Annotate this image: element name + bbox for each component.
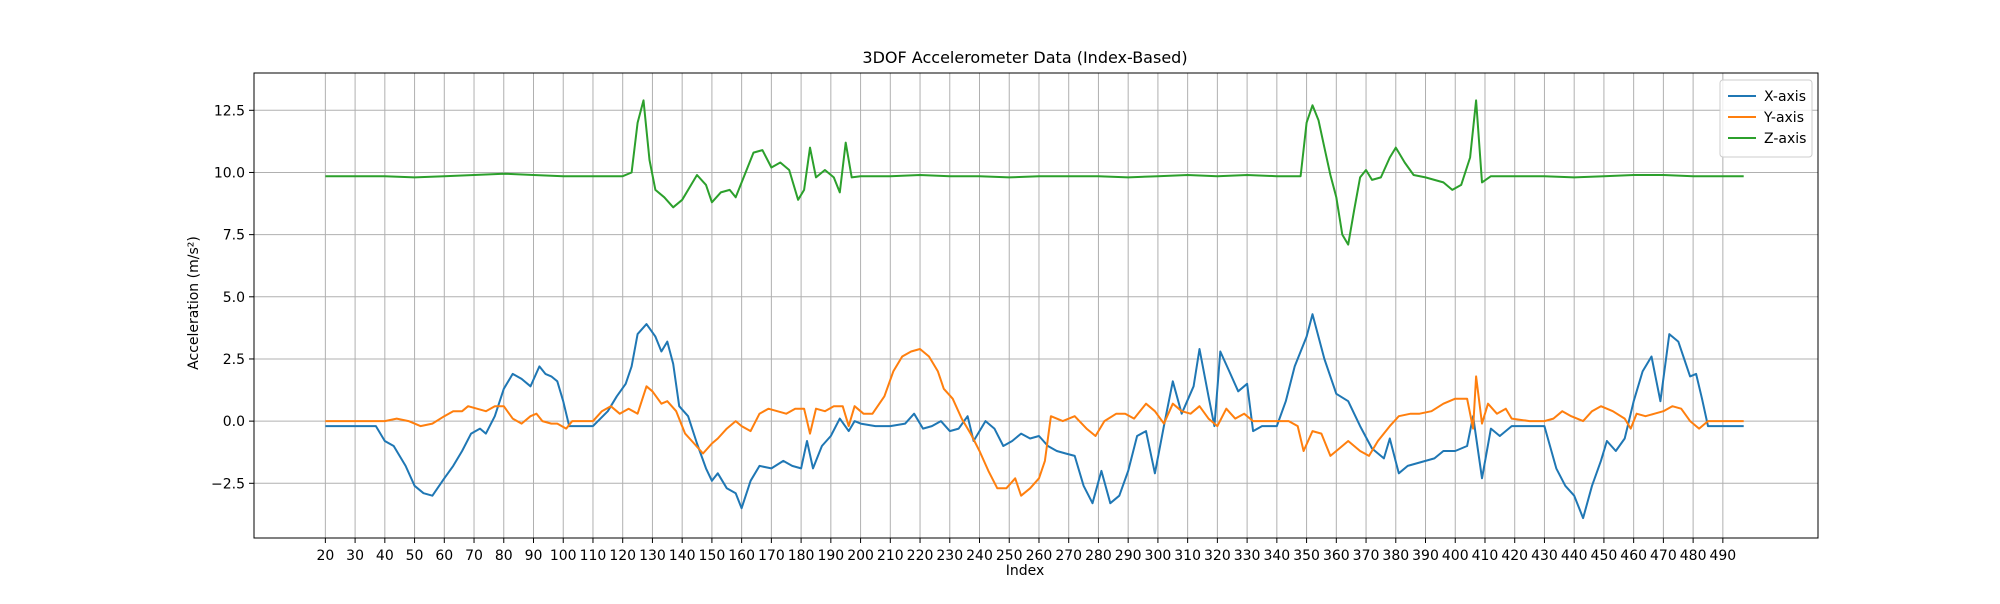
x-tick-labels: 20 30 40 50 60 70 80 90 100 110 120 130 140 150 160 170… bbox=[316, 548, 1736, 564]
y-axis-label: Acceleration (m/s²) bbox=[186, 236, 202, 370]
x-tick-label: 280 bbox=[1085, 548, 1112, 564]
x-tick-label: 130 bbox=[639, 548, 666, 564]
x-tick-label: 140 bbox=[669, 548, 696, 564]
x-tick-label: 100 bbox=[550, 548, 577, 564]
legend-label: Z-axis bbox=[1764, 131, 1806, 147]
series-line-y-axis bbox=[325, 348, 1744, 497]
x-tick-label: 30 bbox=[346, 548, 364, 564]
x-tick-label: 110 bbox=[580, 548, 607, 564]
y-tick-label: 7.5 bbox=[223, 228, 245, 244]
x-tick-label: 200 bbox=[847, 548, 874, 564]
x-tick-label: 350 bbox=[1293, 548, 1320, 564]
x-tick-label: 340 bbox=[1263, 548, 1290, 564]
x-tick-label: 190 bbox=[817, 548, 844, 564]
x-tick-label: 420 bbox=[1501, 548, 1528, 564]
x-tick-label: 170 bbox=[758, 548, 785, 564]
x-tick-label: 20 bbox=[316, 548, 334, 564]
x-tick-label: 240 bbox=[966, 548, 993, 564]
y-tick-label: 12.5 bbox=[214, 103, 245, 119]
y-tick-label: −2.5 bbox=[211, 476, 245, 492]
legend-label: X-axis bbox=[1764, 89, 1806, 105]
x-tick-label: 400 bbox=[1442, 548, 1469, 564]
x-tick-label: 480 bbox=[1680, 548, 1707, 564]
x-tick-label: 440 bbox=[1561, 548, 1588, 564]
legend: X-axis Y-axis Z-axis bbox=[1719, 79, 1813, 158]
x-tick-label: 220 bbox=[907, 548, 934, 564]
y-tick-labels: −2.5 0.0 2.5 5.0 7.5 10.0 12.5 bbox=[211, 103, 245, 492]
plot-frame bbox=[253, 72, 1819, 539]
x-tick-label: 150 bbox=[699, 548, 726, 564]
x-tick-label: 430 bbox=[1531, 548, 1558, 564]
x-tick-label: 210 bbox=[877, 548, 904, 564]
series-layer bbox=[325, 99, 1744, 520]
x-tick-label: 390 bbox=[1412, 548, 1439, 564]
chart-title: 3DOF Accelerometer Data (Index-Based) bbox=[862, 48, 1187, 67]
x-tick-label: 290 bbox=[1115, 548, 1142, 564]
x-tick-label: 320 bbox=[1204, 548, 1231, 564]
x-tick-label: 470 bbox=[1650, 548, 1677, 564]
x-tick-label: 70 bbox=[465, 548, 483, 564]
x-tick-label: 180 bbox=[788, 548, 815, 564]
x-tick-label: 380 bbox=[1382, 548, 1409, 564]
x-axis-label: Index bbox=[1006, 563, 1045, 579]
y-tick-label: 10.0 bbox=[214, 165, 245, 181]
x-tick-label: 40 bbox=[376, 548, 394, 564]
x-tick-label: 370 bbox=[1353, 548, 1380, 564]
y-tick-label: 2.5 bbox=[223, 352, 245, 368]
x-tick-label: 310 bbox=[1174, 548, 1201, 564]
x-tick-label: 460 bbox=[1620, 548, 1647, 564]
grid-layer bbox=[254, 73, 1818, 538]
y-tick-label: 5.0 bbox=[223, 290, 245, 306]
x-tick-label: 90 bbox=[525, 548, 543, 564]
series-line-x-axis bbox=[325, 313, 1744, 520]
x-tick-label: 80 bbox=[495, 548, 513, 564]
x-tick-label: 490 bbox=[1709, 548, 1736, 564]
y-tick-label: 0.0 bbox=[223, 414, 245, 430]
x-tick-label: 270 bbox=[1055, 548, 1082, 564]
x-tick-label: 410 bbox=[1472, 548, 1499, 564]
x-tick-label: 300 bbox=[1145, 548, 1172, 564]
x-tick-label: 50 bbox=[406, 548, 424, 564]
series-line-z-axis bbox=[325, 99, 1744, 246]
x-tick-label: 360 bbox=[1323, 548, 1350, 564]
x-tick-label: 160 bbox=[728, 548, 755, 564]
x-tick-label: 120 bbox=[609, 548, 636, 564]
x-tick-label: 60 bbox=[435, 548, 453, 564]
x-tick-label: 230 bbox=[936, 548, 963, 564]
x-tick-label: 330 bbox=[1234, 548, 1261, 564]
legend-label: Y-axis bbox=[1763, 110, 1804, 126]
x-tick-label: 250 bbox=[996, 548, 1023, 564]
axes-layer bbox=[249, 72, 1819, 543]
x-tick-label: 450 bbox=[1591, 548, 1618, 564]
x-tick-label: 260 bbox=[1026, 548, 1053, 564]
